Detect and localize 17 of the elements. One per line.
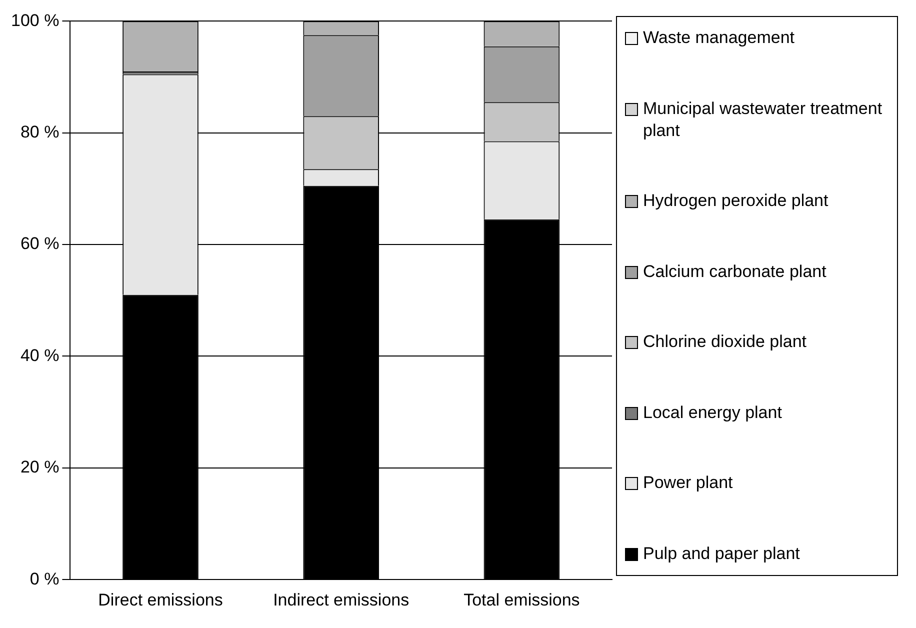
y-tick-label: 20 %	[20, 458, 60, 477]
legend-label: Calcium carbonate plant	[643, 260, 826, 283]
legend-label: Municipal wastewater treatment plant	[643, 98, 884, 142]
legend-label: Chlorine dioxide plant	[643, 331, 806, 354]
legend-label: Hydrogen peroxide plant	[643, 190, 828, 212]
legend-label: Waste management	[643, 27, 794, 49]
y-tick-label: 40 %	[20, 346, 60, 365]
y-tick-label: 60 %	[20, 234, 60, 254]
x-tick-label: Total emissions	[464, 590, 580, 610]
y-tick-label: 80 %	[20, 122, 60, 142]
legend-label: Local energy plant	[643, 402, 782, 424]
y-tick-label: 100 %	[11, 10, 60, 30]
x-tick-label: Indirect emissions	[273, 590, 410, 610]
y-tick-label: 0 %	[30, 569, 60, 588]
x-tick-label: Direct emissions	[98, 590, 223, 610]
legend-label: Pulp and paper plant	[643, 542, 800, 565]
legend-label: Power plant	[643, 472, 733, 494]
